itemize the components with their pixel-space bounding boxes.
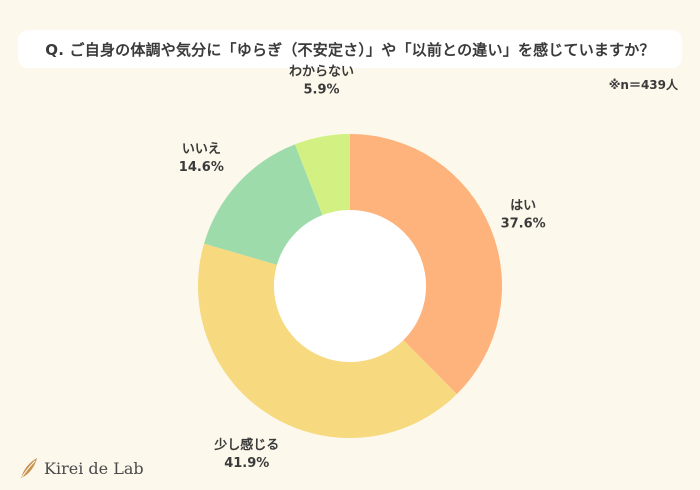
- question-card: Q. ご自身の体調や気分に「ゆらぎ（不安定さ）」や「以前との違い」を感じています…: [18, 30, 682, 68]
- slice-2: [197, 243, 457, 439]
- slice-value-3: 14.6%: [179, 160, 224, 175]
- slice-label-2: 少し感じる: [213, 437, 279, 453]
- chart-labels: はい 37.6% 少し感じる 41.9% いいえ 14.6% わからない 5.9%: [179, 64, 546, 471]
- slice-label-4: わからない: [289, 64, 354, 79]
- slice-value-2: 41.9%: [224, 456, 269, 471]
- donut-hole: [274, 210, 426, 362]
- slice-label-3: いいえ: [182, 142, 221, 157]
- slice-label-1: はい: [510, 199, 536, 214]
- slice-value-1: 37.6%: [501, 217, 546, 232]
- chart-slices: [197, 134, 502, 439]
- slice-value-4: 5.9%: [303, 82, 339, 97]
- slice-3: [204, 144, 323, 265]
- sample-size-note: ※n＝439人: [608, 78, 678, 92]
- brand-logo: Kirei de Lab: [18, 455, 144, 481]
- brand-logo-text: Kirei de Lab: [44, 458, 144, 478]
- slice-1: [350, 134, 502, 395]
- slice-4: [294, 134, 350, 216]
- question-text: Q. ご自身の体調や気分に「ゆらぎ（不安定さ）」や「以前との違い」を感じています…: [45, 40, 655, 59]
- leaf-logo-icon: [21, 458, 37, 478]
